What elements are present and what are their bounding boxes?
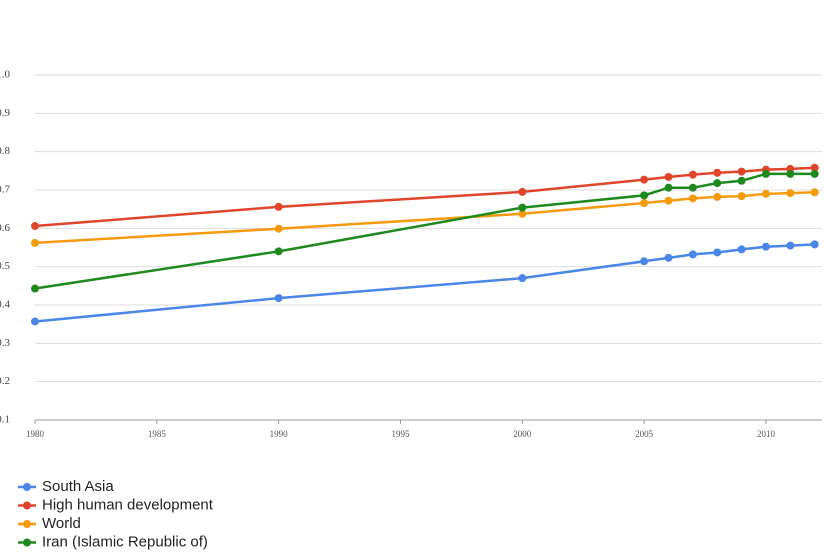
data-point [664,253,673,262]
x-tick-label: 2010 [757,429,776,439]
legend-swatch-dot [23,538,31,547]
data-point [31,238,39,247]
data-point [737,245,746,254]
data-point [786,169,795,178]
data-point [688,250,697,259]
data-point [31,317,39,326]
data-point [810,188,819,197]
data-point [713,168,722,177]
data-point [640,257,649,266]
data-point [737,176,746,185]
data-point [810,240,819,249]
y-tick-label: 0.8 [0,145,11,157]
y-tick-label: 1.0 [0,69,11,81]
data-point [31,284,39,293]
data-point [737,192,746,201]
y-tick-label: 0.6 [0,222,11,234]
data-point [31,222,39,231]
data-point [518,209,527,218]
x-tick-label: 2000 [513,429,532,439]
x-tick-label: 1980 [26,429,45,439]
data-point [688,194,697,203]
legend-label: Iran (Islamic Republic of) [42,533,208,550]
data-point [518,187,527,196]
series-line [34,172,815,290]
series-line [34,243,815,323]
data-point [274,224,283,233]
y-tick-label: 0.4 [0,299,11,311]
data-point [713,192,722,201]
y-tick-label: 0.7 [0,184,11,196]
legend-swatch-dot [23,501,31,510]
data-point [688,183,697,192]
data-point [640,175,649,184]
data-point [761,189,770,198]
data-point [518,274,527,283]
legend-swatch-dot [23,520,31,528]
data-point [664,172,673,181]
data-point [786,189,795,198]
x-tick-label: 1995 [391,429,410,439]
data-point [274,247,283,256]
data-point [640,191,649,200]
data-point [274,202,283,211]
y-tick-label: 0.2 [0,375,10,387]
data-point [274,294,283,303]
legend-label: High human development [42,496,214,513]
y-tick-label: 0.1 [0,414,10,426]
data-point [761,169,770,178]
y-tick-label: 0.9 [0,107,11,119]
data-point [664,183,673,192]
legend-label: World [42,515,81,532]
legend-swatch-dot [23,483,31,491]
x-tick-label: 2005 [635,429,654,439]
data-point [810,169,819,178]
data-point [688,170,697,179]
data-point [713,179,722,188]
data-point [761,242,770,251]
data-point [810,163,819,172]
data-point [640,199,649,208]
y-tick-label: 0.3 [0,337,11,349]
data-point [713,248,722,257]
x-tick-label: 1985 [148,429,167,439]
data-point [664,196,673,205]
data-point [786,241,795,250]
data-point [518,203,527,212]
legend-label: South Asia [42,478,114,495]
data-point [737,167,746,176]
y-tick-label: 0.5 [0,260,11,272]
x-tick-label: 1990 [270,429,289,439]
